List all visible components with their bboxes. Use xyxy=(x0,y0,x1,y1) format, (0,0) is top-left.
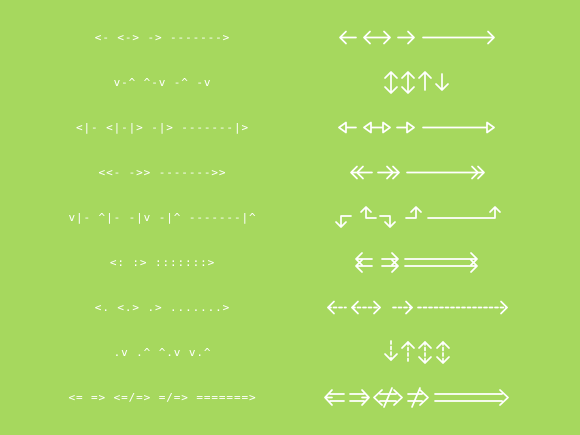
ligature-row: v|- ^|- -|v -|^ -------|^ xyxy=(0,195,580,240)
ligature-row: <= => <=/=> =/=> =======> xyxy=(0,375,580,420)
right-triangle-arrow-icon xyxy=(396,121,415,134)
long-bar-up-arrow-icon xyxy=(427,206,501,219)
ligature-row: v-^ ^-v -^ -v xyxy=(0,60,580,105)
down-up-arrow-icon xyxy=(384,71,398,94)
left-double-line-arrow-icon xyxy=(355,252,373,273)
ligature-row: <|- <|-|> -|> -------|> xyxy=(0,105,580,150)
ascii-sequence: <. <.> .> .......> xyxy=(94,301,231,314)
long-right-dotted-arrow-icon xyxy=(417,300,508,315)
ascii-sequence: <<- ->> ------->> xyxy=(98,166,227,179)
ascii-sequence: <- <-> -> -------> xyxy=(94,31,231,44)
down-dotted-arrow-icon xyxy=(384,340,398,361)
left-triangle-arrow-icon xyxy=(338,121,357,134)
ligature-row: <- <-> -> -------> xyxy=(0,15,580,60)
long-right-double-head-arrow-icon xyxy=(406,165,485,180)
right-double-line-arrow-icon xyxy=(381,252,399,273)
right-arrow-icon xyxy=(397,30,415,45)
left-right-triangle-arrow-icon xyxy=(363,121,391,134)
ligature-row: <. <.> .> .......> xyxy=(0,285,580,330)
down-up-dotted-arrow-icon xyxy=(436,341,450,364)
right-double-head-arrow-icon xyxy=(377,165,400,180)
ascii-sequence: .v .^ ^.v v.^ xyxy=(113,346,212,359)
bar-up-arrow-icon xyxy=(405,206,422,219)
not-left-right-double-arrow-icon xyxy=(373,387,403,408)
long-right-triangle-arrow-icon xyxy=(422,121,495,134)
long-right-arrow-icon xyxy=(422,30,495,45)
up-down-dotted-arrow-icon xyxy=(418,341,432,364)
rendered-ligatures xyxy=(327,300,508,315)
right-double-arrow-icon xyxy=(349,389,370,406)
left-right-dotted-arrow-icon xyxy=(351,300,381,315)
ligature-row: .v .^ ^.v v.^ xyxy=(0,330,580,375)
rendered-ligatures xyxy=(355,252,478,273)
left-right-arrow-icon xyxy=(363,30,391,45)
long-right-double-arrow-icon xyxy=(434,389,509,406)
rendered-ligatures xyxy=(350,165,485,180)
rendered-ligatures xyxy=(324,387,509,408)
bar-down-arrow-icon xyxy=(379,215,396,228)
up-dotted-arrow-icon xyxy=(401,341,415,362)
down-arrow-icon xyxy=(435,73,449,91)
rendered-ligatures xyxy=(339,30,495,45)
down-bar-arrow-icon xyxy=(335,215,352,228)
left-double-head-arrow-icon xyxy=(350,165,373,180)
ligature-row: <<- ->> ------->> xyxy=(0,150,580,195)
rendered-ligatures xyxy=(384,71,449,94)
ligature-row: <: :> :::::::> xyxy=(0,240,580,285)
right-dotted-arrow-icon xyxy=(392,300,413,315)
rendered-ligatures xyxy=(335,206,501,228)
up-bar-arrow-icon xyxy=(360,206,377,219)
long-right-double-line-arrow-icon xyxy=(404,252,478,273)
ascii-sequence: v|- ^|- -|v -|^ -------|^ xyxy=(68,211,257,224)
left-double-arrow-icon xyxy=(324,389,345,406)
rendered-ligatures xyxy=(338,121,495,134)
up-down-arrow-icon xyxy=(401,71,415,94)
ascii-sequence: <: :> :::::::> xyxy=(109,256,216,269)
not-right-double-arrow-icon xyxy=(407,387,429,408)
left-dotted-arrow-icon xyxy=(327,300,347,315)
up-arrow-icon xyxy=(418,71,432,91)
ascii-sequence: <= => <=/=> =/=> =======> xyxy=(68,391,257,404)
ascii-sequence: <|- <|-|> -|> -------|> xyxy=(75,121,250,134)
rendered-ligatures xyxy=(384,340,450,364)
ascii-sequence: v-^ ^-v -^ -v xyxy=(113,76,212,89)
left-arrow-icon xyxy=(339,30,357,45)
